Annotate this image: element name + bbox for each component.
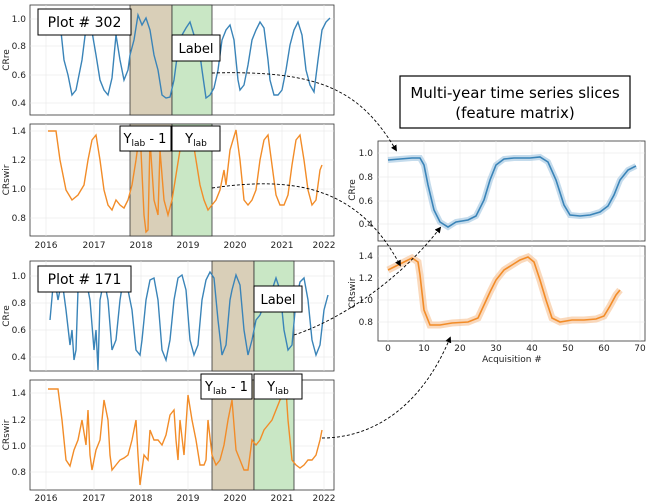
plot171-ylab-prev-box [200, 373, 253, 400]
plot302-xtick: 2016 [35, 241, 58, 251]
plot171-crre-ytick: 0.8 [12, 299, 27, 309]
plot171-crre-ytick: 0.4 [12, 353, 27, 363]
feature-x-axis: 0 10 20 30 40 50 60 70 Acquisition # [385, 344, 646, 365]
plot302-ylab-box [171, 125, 221, 152]
feature-crre-ytick: 0.4 [359, 220, 374, 230]
plot302-xtick: 2020 [224, 241, 247, 251]
plot302-x-axis: 2016 2017 2018 2019 2020 2021 2022 [35, 241, 336, 251]
plot171-crswir-ylabel: CRswir [2, 419, 12, 450]
plot302-ylab-text: Ylab [184, 132, 207, 149]
feature-xtick: 50 [562, 344, 574, 354]
feature-crswir-panel: 1.4 1.2 1.0 0.8 CRswir 0 10 20 30 40 50 … [348, 245, 646, 365]
plot171-crswir-ytick: 0.8 [12, 468, 27, 478]
plot302-crre-ytick: 0.6 [12, 71, 27, 81]
feature-crswir-ylabel: CRswir [348, 277, 358, 308]
plot171-crre-label-year-band [253, 260, 295, 372]
feature-crswir-ytick: 0.8 [359, 318, 374, 328]
plot171-label-box [37, 265, 132, 293]
feature-matrix-title-line2: (feature matrix) [455, 104, 575, 122]
plot302-ylab-prev-text: Ylab - 1 [123, 132, 167, 149]
plot302-crre-ytick: 0.4 [12, 99, 27, 109]
plot302-plot-label: Plot # 302 [48, 15, 122, 31]
plot171-crswir-ytick: 1.0 [12, 442, 27, 452]
plot171-crswir-series [48, 388, 323, 486]
plot302-crre-ytick: 0.8 [12, 42, 27, 52]
plot302-xtick: 2018 [130, 241, 153, 251]
feature-crre-ytick: 0.6 [359, 197, 374, 207]
feature-matrix-title-box: Multi-year time series slices (feature m… [399, 75, 631, 129]
plot171-crswir-ytick: 1.4 [12, 389, 27, 399]
plot171-xtick: 2017 [83, 494, 106, 504]
plot302-xtick: 2017 [83, 241, 106, 251]
plot171-crre-label-text: Label [260, 293, 295, 308]
plot302-xtick: 2022 [313, 241, 336, 251]
plot302-crswir-ylabel: CRswir [2, 164, 12, 195]
feature-crre-ylabel: CRre [348, 179, 358, 201]
plot302-crswir-to-feature-arrow [211, 183, 401, 267]
plot171-crswir-panel: 1.4 1.2 1.0 0.8 CRswir Ylab - 1 Ylab [2, 373, 335, 491]
plot302-xtick: 2019 [177, 241, 200, 251]
plot171-xtick: 2022 [313, 494, 336, 504]
feature-crre-panel: 1.0 0.8 0.6 0.4 CRre [348, 140, 646, 242]
plot171-crre-ylabel: CRre [2, 305, 12, 327]
plot171-crswir-to-feature-arrow [321, 336, 452, 439]
feature-xtick: 30 [490, 344, 502, 354]
plot302-label-box [37, 8, 132, 36]
plot171-crre-to-feature-arrow [293, 226, 442, 336]
plot302-ylab-prev-box [119, 125, 172, 152]
plot171-ylab-text: Ylab [266, 380, 289, 397]
plot171-xtick: 2020 [224, 494, 247, 504]
feature-xtick: 60 [598, 344, 610, 354]
feature-crre-ytick: 1.0 [359, 149, 374, 159]
feature-crswir-ytick: 1.0 [359, 296, 374, 306]
plot302-crre-label-text: Label [178, 42, 213, 57]
plot171-ylab-box [253, 373, 303, 400]
plot171-crre-ytick: 1.0 [12, 272, 27, 282]
plot171-crre-label-callout [253, 285, 303, 313]
feature-xtick: 70 [634, 344, 646, 354]
feature-crswir-ytick: 1.4 [359, 252, 374, 262]
plot171-xtick: 2016 [35, 494, 58, 504]
plot171-xtick: 2019 [177, 494, 200, 504]
feature-matrix-title-line1: Multi-year time series slices [410, 84, 620, 102]
feature-xtick: 20 [454, 344, 466, 354]
feature-crswir-series [387, 256, 621, 326]
plot171-x-axis: 2016 2017 2018 2019 2020 2021 2022 [35, 494, 336, 504]
feature-crre-series [387, 156, 637, 228]
plot171-xtick: 2021 [271, 494, 294, 504]
plot171-crre-ytick: 0.6 [12, 326, 27, 336]
feature-xlabel: Acquisition # [482, 355, 542, 365]
plot171-ylab-prev-text: Ylab - 1 [204, 380, 248, 397]
plot302-crre-ylabel: CRre [2, 49, 12, 71]
feature-xtick: 10 [418, 344, 430, 354]
feature-xtick: 40 [526, 344, 538, 354]
plot302-crre-label-callout [171, 34, 221, 62]
plot302-crswir-ytick: 1.2 [12, 156, 26, 166]
feature-xtick: 0 [385, 344, 391, 354]
plot302-crre-to-feature-arrow [211, 72, 397, 152]
plot302-crswir-ytick: 1.4 [12, 127, 27, 137]
plot302-crre-panel: 1.0 0.8 0.6 0.4 CRre Plot # 302 Label [2, 4, 335, 116]
feature-crre-ytick: 0.8 [359, 173, 374, 183]
feature-crswir-ytick: 1.2 [359, 274, 373, 284]
plot171-xtick: 2018 [130, 494, 153, 504]
plot171-crre-panel: 1.0 0.8 0.6 0.4 CRre Plot # 171 Label [2, 260, 335, 372]
connector-arrows [211, 72, 452, 439]
plot171-plot-label: Plot # 171 [48, 272, 122, 288]
plot302-crre-ytick: 1.0 [12, 15, 27, 25]
plot302-crswir-panel: 1.4 1.2 1.0 0.8 CRswir Ylab - 1 Ylab [2, 123, 335, 237]
plot171-crswir-ytick: 1.2 [12, 416, 26, 426]
plot302-xtick: 2021 [271, 241, 294, 251]
plot302-crswir-ytick: 0.8 [12, 214, 27, 224]
plot302-crswir-ytick: 1.0 [12, 185, 27, 195]
